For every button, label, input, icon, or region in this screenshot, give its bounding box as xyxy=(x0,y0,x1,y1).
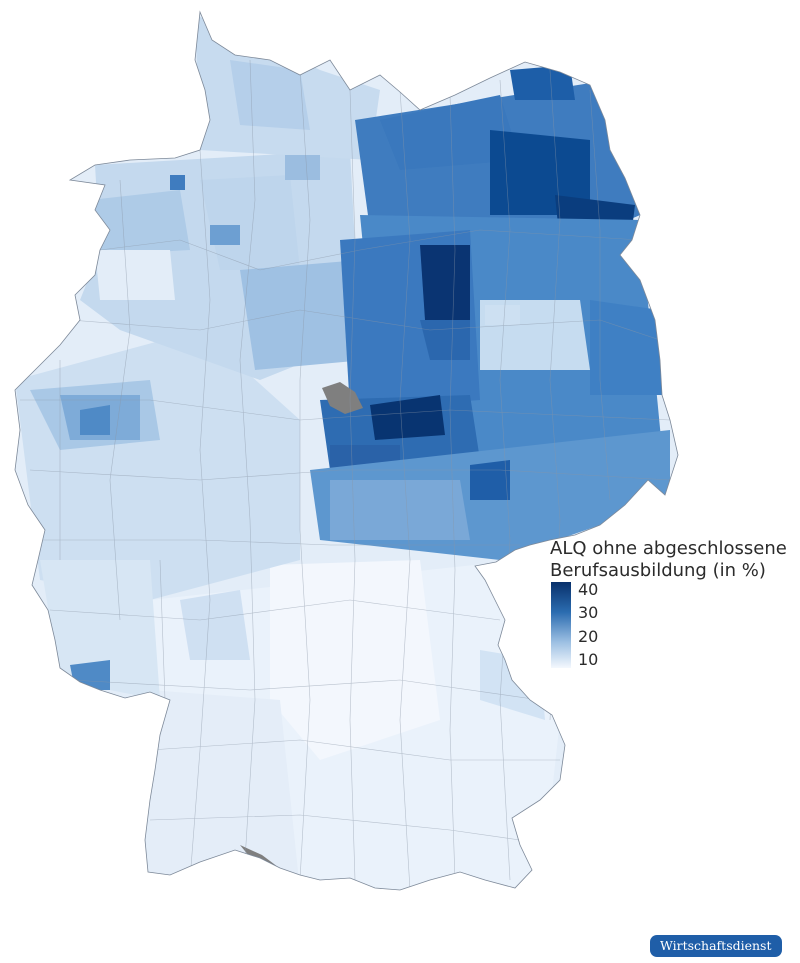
publisher-badge: Wirtschaftsdienst xyxy=(650,935,782,957)
legend-tick-30: 30 xyxy=(578,603,599,622)
germany-outline xyxy=(14,10,679,891)
legend-title: ALQ ohne abgeschlossene Berufsausbildung… xyxy=(550,538,787,582)
legend-tick-20: 20 xyxy=(578,627,599,646)
legend-color-bar xyxy=(551,582,571,668)
legend-title-line2: Berufsausbildung (in %) xyxy=(550,560,766,581)
legend-title-line1: ALQ ohne abgeschlossene xyxy=(550,538,787,559)
legend-tick-40: 40 xyxy=(578,580,599,599)
legend-tick-10: 10 xyxy=(578,650,599,669)
